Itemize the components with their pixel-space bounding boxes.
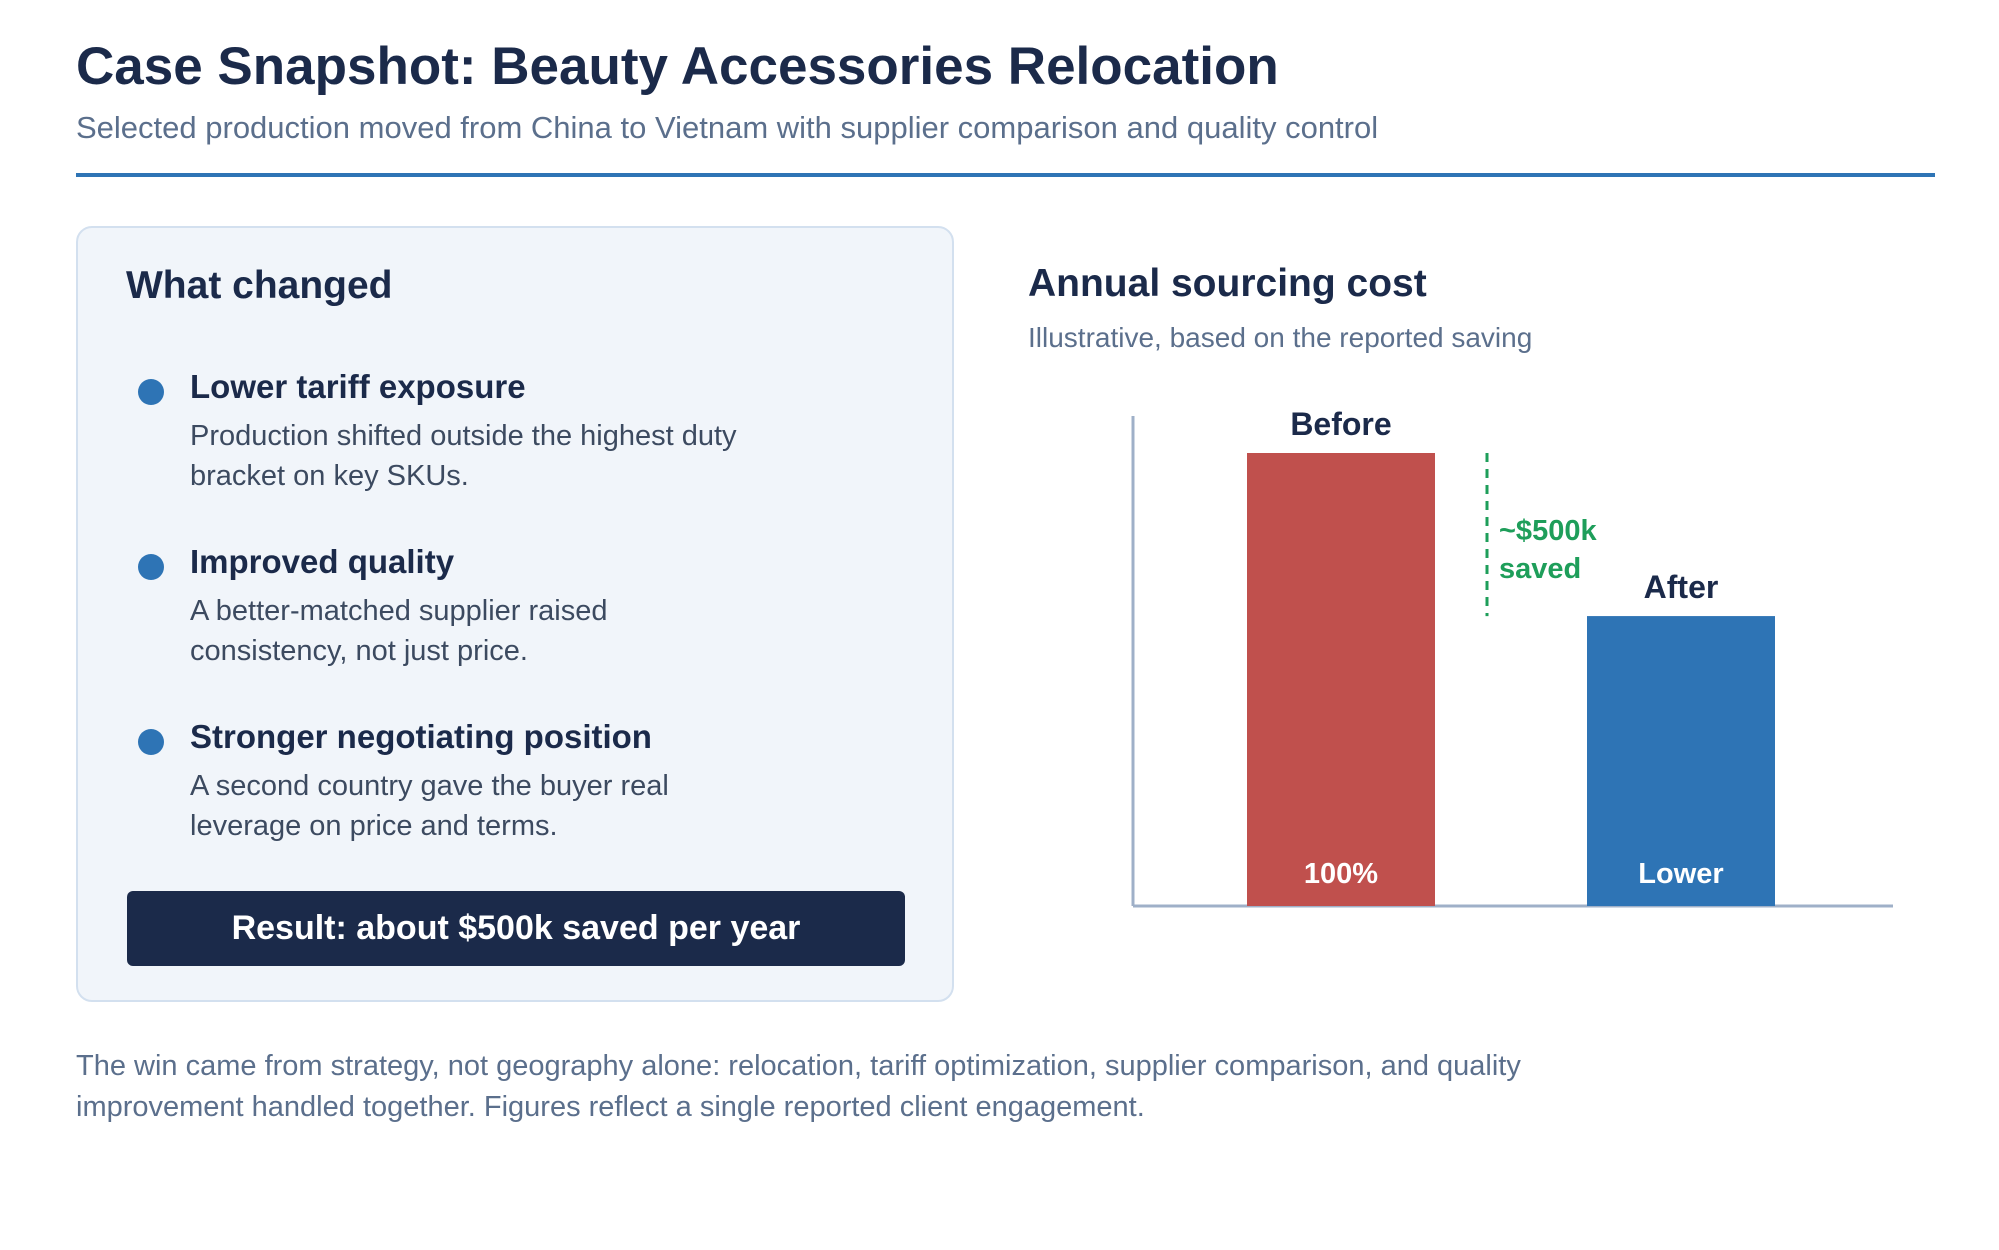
category-label: After <box>1644 569 1719 605</box>
bar-value-label: Lower <box>1638 858 1723 890</box>
bar-value-label: 100% <box>1304 858 1378 890</box>
footer-note: The win came from strategy, not geograph… <box>76 1050 1521 1123</box>
bullet-dot-icon <box>138 379 164 405</box>
header-divider <box>76 173 1935 177</box>
card-title: What changed <box>126 264 393 307</box>
page-subtitle: Selected production moved from China to … <box>76 110 1379 145</box>
bullet-dot-icon <box>138 554 164 580</box>
page-title: Case Snapshot: Beauty Accessories Reloca… <box>76 37 1279 96</box>
what-changed-card: What changed Lower tariff exposure Produ… <box>76 226 954 1002</box>
change-item-description: Production shifted outside the highest d… <box>190 420 737 492</box>
change-item-heading: Lower tariff exposure <box>190 368 526 405</box>
saving-annotation-label: saved <box>1499 553 1581 585</box>
result-banner: Result: about $500k saved per year <box>127 891 905 966</box>
change-item-description: A better-matched supplier raised consist… <box>190 595 608 667</box>
chart-subtitle: Illustrative, based on the reported savi… <box>1028 322 1533 353</box>
change-item-heading: Stronger negotiating position <box>190 718 652 755</box>
change-item-description: A second country gave the buyer real lev… <box>190 770 669 842</box>
bar-before <box>1247 453 1435 906</box>
chart-title: Annual sourcing cost <box>1028 262 1427 305</box>
category-label: Before <box>1290 406 1391 442</box>
bar-after <box>1587 616 1775 906</box>
saving-annotation-label: ~$500k <box>1499 515 1597 547</box>
bullet-dot-icon <box>138 729 164 755</box>
change-item-heading: Improved quality <box>190 543 455 580</box>
